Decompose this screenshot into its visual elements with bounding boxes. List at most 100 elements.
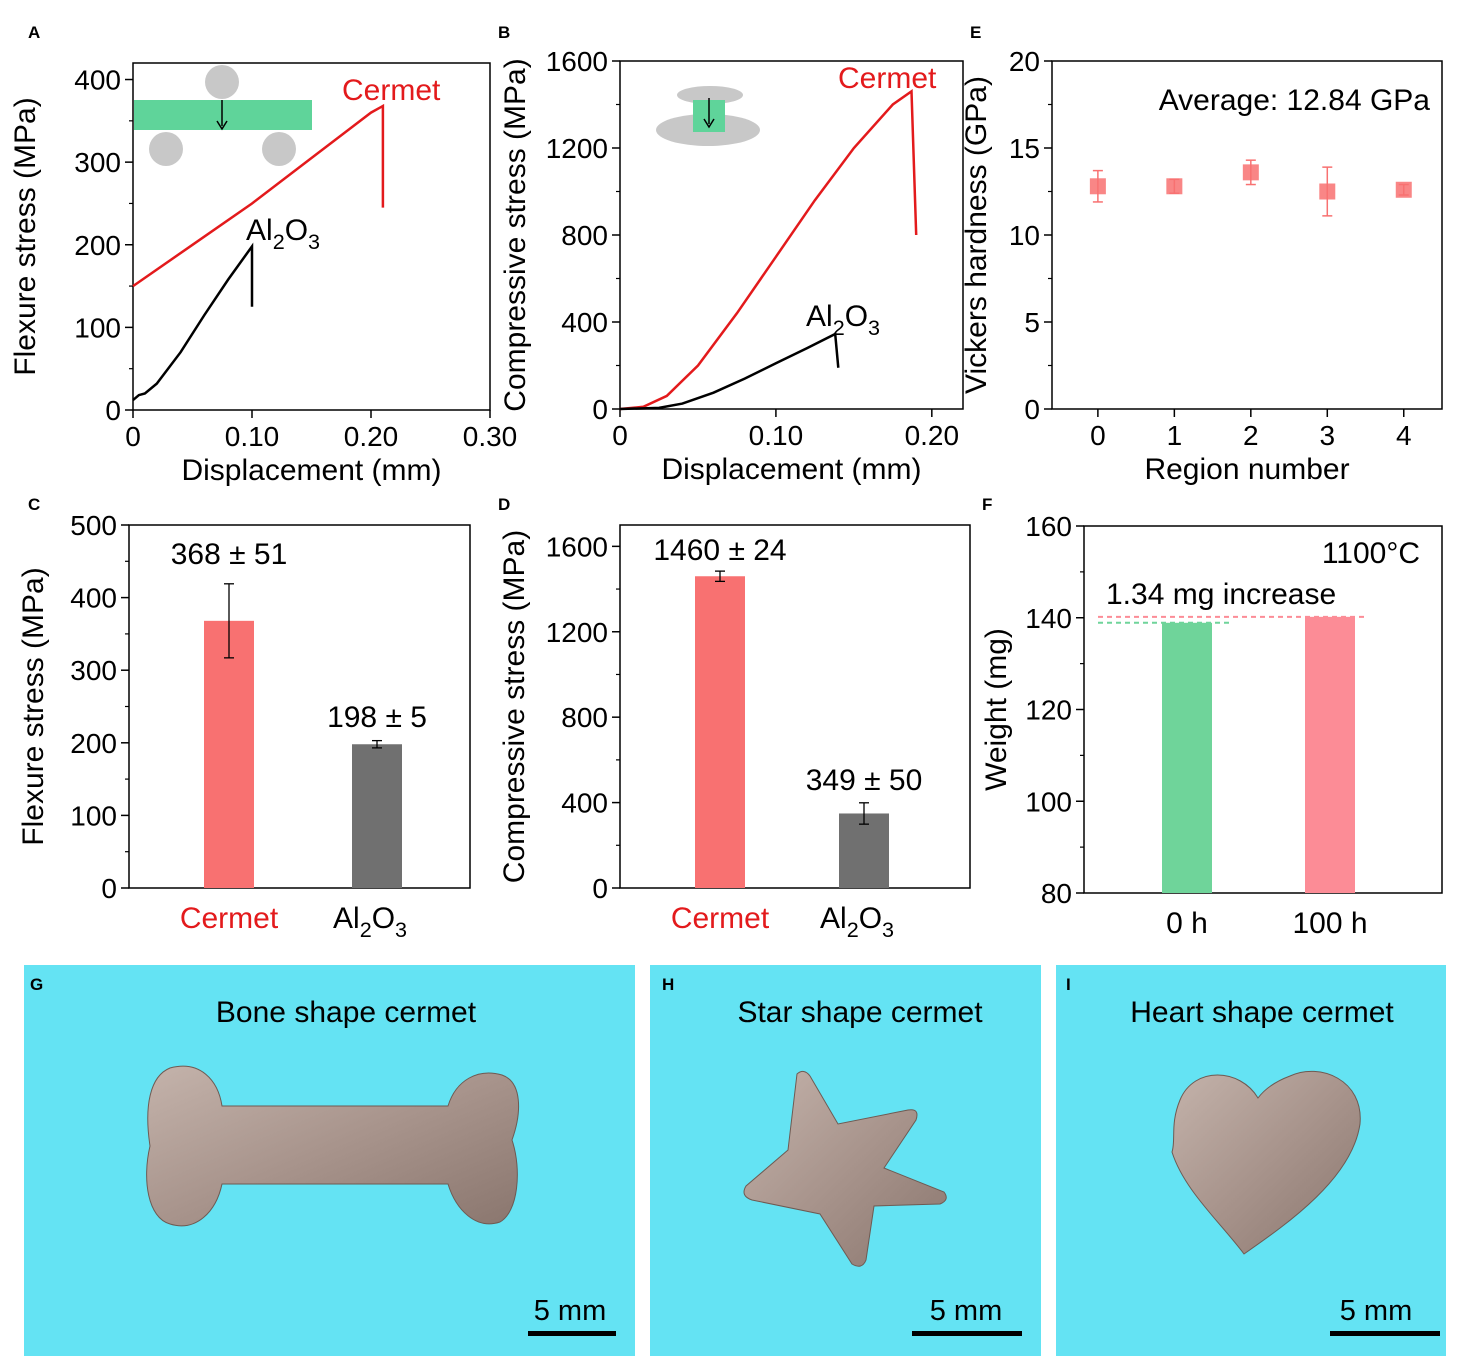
y-tick-label: 5 bbox=[1024, 307, 1040, 338]
category-label: Al2O3 bbox=[820, 902, 894, 942]
y-tick-label: 400 bbox=[74, 65, 121, 96]
average-annotation: Average: 12.84 GPa bbox=[1159, 84, 1431, 117]
alumina-curve bbox=[619, 332, 840, 411]
plot-frame bbox=[619, 524, 971, 889]
weight-increase-annotation: 1.34 mg increase bbox=[1106, 578, 1336, 611]
y-axis-label: Vickers hardness (GPa) bbox=[960, 76, 993, 394]
label-part: Al bbox=[333, 902, 360, 935]
data-point bbox=[1166, 178, 1183, 195]
subscript: 2 bbox=[833, 315, 845, 340]
y-axis-label: Flexure stress (MPa) bbox=[9, 97, 42, 375]
y-tick-label: 200 bbox=[74, 230, 121, 261]
bar-value-label: 349 ± 50 bbox=[806, 764, 923, 797]
panel-g-bone-photo: G Bone shape cermet 5 mm bbox=[24, 965, 635, 1356]
x-tick-label: 1 bbox=[1167, 420, 1183, 451]
x-tick-label: 4 bbox=[1396, 420, 1412, 451]
y-tick-label: 300 bbox=[74, 147, 121, 178]
panel-letter-b: B bbox=[498, 23, 510, 42]
subscript: 2 bbox=[360, 917, 372, 942]
y-tick-label: 1200 bbox=[546, 617, 608, 648]
y-tick-label: 15 bbox=[1009, 133, 1040, 164]
cermet-curve-label: Cermet bbox=[838, 62, 937, 95]
photo-title: Heart shape cermet bbox=[1130, 996, 1394, 1029]
inset-top-platen bbox=[677, 86, 743, 104]
panel-letter-h: H bbox=[662, 975, 674, 994]
y-tick-label: 140 bbox=[1025, 603, 1072, 634]
y-tick-label: 1600 bbox=[546, 531, 608, 562]
y-tick-label: 0 bbox=[592, 873, 608, 904]
subscript: 2 bbox=[273, 229, 285, 254]
y-tick-label: 1200 bbox=[546, 133, 608, 164]
bar bbox=[1162, 622, 1212, 893]
inset-down-arrow-icon bbox=[216, 120, 228, 131]
scale-label: 5 mm bbox=[534, 1295, 607, 1327]
subscript: 3 bbox=[308, 229, 320, 254]
y-tick-label: 200 bbox=[70, 728, 117, 759]
temperature-label: 1100°C bbox=[1322, 537, 1420, 570]
x-tick-label: 0.30 bbox=[463, 421, 518, 452]
x-tick-label: 0 bbox=[1090, 420, 1106, 451]
panel-f-oxidation-weight: 80 100 120 140 160 Weight (mg) 0 h 100 h 1100°C 1… bbox=[980, 511, 1443, 940]
category-label: 100 h bbox=[1292, 907, 1367, 940]
label-part: O bbox=[859, 902, 882, 935]
x-axis-label: Region number bbox=[1144, 453, 1349, 486]
x-tick-label: 0 bbox=[125, 421, 141, 452]
y-axis-label: Weight (mg) bbox=[980, 628, 1013, 791]
data-point bbox=[1242, 164, 1259, 181]
category-label: 0 h bbox=[1166, 907, 1208, 940]
panel-i-heart-photo: I Heart shape cermet 5 mm bbox=[1056, 965, 1446, 1356]
y-tick-label: 0 bbox=[101, 873, 117, 904]
x-tick-label: 3 bbox=[1320, 420, 1336, 451]
scale-bar bbox=[912, 1331, 1022, 1336]
inset-three-point-bending bbox=[134, 65, 312, 166]
panel-letter-g: G bbox=[30, 975, 43, 994]
panel-c-flexure-bars: 0 100 200 300 400 500 Flexure stress (MPa) 368 … bbox=[17, 510, 471, 942]
y-tick-label: 1600 bbox=[546, 46, 608, 77]
label-part: Al bbox=[246, 214, 273, 247]
x-tick-label: 0.10 bbox=[225, 421, 280, 452]
y-tick-label: 0 bbox=[592, 394, 608, 425]
subscript: 2 bbox=[847, 917, 859, 942]
y-tick-label: 400 bbox=[561, 788, 608, 819]
x-axis-label: Displacement (mm) bbox=[661, 453, 921, 486]
panel-letter-a: A bbox=[28, 23, 40, 42]
panel-d-compressive-bars: 0 400 800 1200 1600 Compressive stress (MPa) 1… bbox=[498, 524, 971, 942]
heart-shape-cermet bbox=[1171, 1070, 1361, 1255]
x-tick-label: 2 bbox=[1243, 420, 1259, 451]
label-part: Al bbox=[820, 902, 847, 935]
inset-right-support bbox=[262, 132, 296, 166]
y-tick-label: 80 bbox=[1041, 878, 1072, 909]
bar-value-label: 1460 ± 24 bbox=[653, 534, 786, 567]
y-axis-label: Compressive stress (MPa) bbox=[498, 530, 531, 883]
panel-a-flexure-curve: Al2O3 0 100 200 300 400 0 0.10 0.20 0.30 Displace… bbox=[9, 62, 518, 487]
scale-bar bbox=[528, 1331, 616, 1336]
scale-label: 5 mm bbox=[1340, 1295, 1413, 1327]
inset-down-arrow-icon bbox=[703, 118, 715, 129]
panel-h-star-photo: H Star shape cermet 5 mm bbox=[650, 965, 1041, 1356]
label-part: Al bbox=[806, 300, 833, 333]
y-axis-label: Compressive stress (MPa) bbox=[499, 58, 532, 411]
y-tick-label: 120 bbox=[1025, 695, 1072, 726]
plot-frame bbox=[132, 62, 491, 411]
cermet-curve bbox=[619, 89, 918, 411]
subscript: 3 bbox=[868, 315, 880, 340]
photo-title: Star shape cermet bbox=[737, 996, 983, 1029]
data-point bbox=[1089, 178, 1106, 195]
label-part: O bbox=[285, 214, 308, 247]
panel-letter-d: D bbox=[498, 495, 510, 514]
y-tick-label: 300 bbox=[70, 655, 117, 686]
star-shape-cermet bbox=[743, 1070, 947, 1267]
panel-e-vickers-hardness: 0 5 10 15 20 0 1 2 3 4 Region number Vickers hardne… bbox=[960, 46, 1443, 486]
scale-label: 5 mm bbox=[930, 1295, 1003, 1327]
label-part: O bbox=[372, 902, 395, 935]
x-tick-label: 0 bbox=[612, 420, 628, 451]
y-tick-label: 100 bbox=[70, 800, 117, 831]
alumina-curve-label: Al2O3 bbox=[246, 214, 320, 254]
x-tick-label: 0.20 bbox=[344, 421, 399, 452]
data-point bbox=[1395, 181, 1412, 198]
subscript: 3 bbox=[395, 917, 407, 942]
y-tick-label: 0 bbox=[1024, 394, 1040, 425]
category-label: Cermet bbox=[180, 902, 279, 935]
y-tick-label: 100 bbox=[1025, 786, 1072, 817]
